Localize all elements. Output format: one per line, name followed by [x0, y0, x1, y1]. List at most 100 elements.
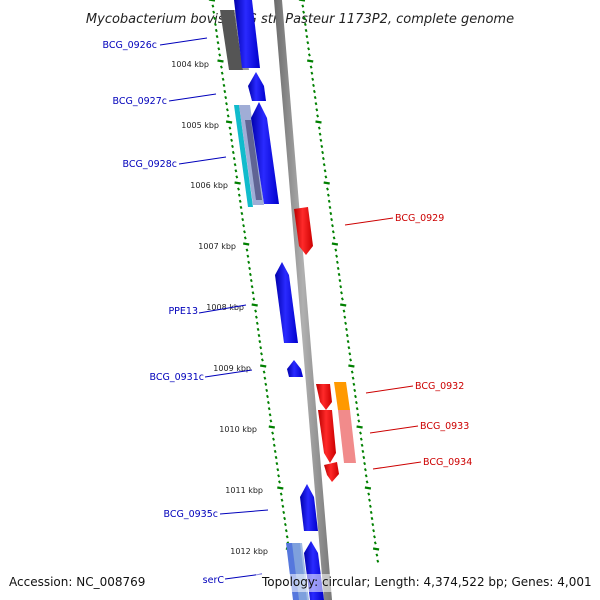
ring-tick	[376, 559, 380, 563]
ring-tick	[229, 132, 233, 136]
ring-tick	[269, 419, 273, 423]
ring-tick	[354, 401, 358, 405]
ring-tick	[321, 157, 325, 161]
gene-arrow-bcg0931c[interactable]	[287, 360, 303, 377]
ring-tick	[266, 401, 270, 405]
genome-backbone	[274, 0, 332, 600]
kbp-label: 1005 kbp	[181, 121, 219, 130]
outer-tick-ring	[298, 0, 380, 563]
ring-tick	[259, 346, 263, 350]
ring-tick	[363, 462, 367, 466]
ring-tick	[306, 41, 310, 45]
ring-tick	[342, 309, 346, 313]
gene-label-bcg0929[interactable]: BCG_0929	[395, 213, 444, 224]
ring-tick	[338, 279, 342, 283]
ring-tick	[274, 455, 278, 460]
ring-tick	[285, 535, 289, 539]
ring-tick	[249, 279, 253, 283]
gene-label-bcg0933[interactable]: BCG_0933	[420, 421, 469, 432]
gene-arrow-ppe13[interactable]	[275, 262, 298, 343]
ring-tick	[231, 150, 235, 155]
gene-arrow-bcg0926c[interactable]	[234, 0, 260, 68]
ring-tick	[323, 169, 327, 173]
ring-tick	[243, 242, 250, 246]
label-leaders	[159, 37, 422, 580]
ring-tick	[234, 169, 238, 173]
gene-label-bcg0927c[interactable]: BCG_0927c	[113, 96, 168, 107]
ring-tick	[373, 541, 377, 545]
gene-label-bcg0934[interactable]: BCG_0934	[423, 457, 472, 468]
gene-label-bcg0926c[interactable]: BCG_0926c	[103, 40, 158, 51]
ring-tick	[239, 205, 243, 209]
kbp-label: 1004 kbp	[171, 60, 209, 69]
gene-label-bcg0931c[interactable]: BCG_0931c	[150, 372, 205, 383]
ring-tick	[250, 285, 254, 289]
gene-arrow-bcg0934[interactable]	[324, 462, 339, 482]
gene-arrow-bcg0933[interactable]	[318, 410, 336, 463]
ring-tick	[364, 486, 372, 490]
ring-tick	[326, 187, 329, 191]
ring-tick	[361, 449, 365, 453]
ring-tick	[254, 309, 258, 313]
ring-tick	[355, 407, 359, 411]
ring-tick	[243, 236, 247, 240]
gene-arrow-bcg0928c[interactable]	[251, 102, 279, 204]
gene-label-serc[interactable]: serC	[203, 575, 225, 586]
ring-tick	[321, 150, 325, 155]
ring-tick	[208, 0, 216, 2]
gene-label-ppe13[interactable]: PPE13	[168, 306, 198, 317]
kbp-labels: 1004 kbp 1005 kbp 1006 kbp 1007 kbp 1008…	[171, 60, 268, 556]
ring-tick	[371, 523, 375, 527]
ring-tick	[237, 187, 240, 191]
ring-tick	[322, 163, 326, 167]
ring-tick	[348, 364, 355, 368]
ring-tick	[225, 120, 233, 124]
ring-tick	[303, 16, 306, 20]
ring-tick	[320, 144, 324, 148]
ring-tick	[298, 0, 306, 2]
ring-tick	[331, 230, 335, 234]
ring-tick	[213, 16, 217, 20]
ring-tick	[220, 71, 224, 75]
gene-arrow-bcg0927c[interactable]	[248, 72, 266, 101]
ring-tick	[339, 285, 343, 289]
ring-tick	[340, 303, 347, 307]
gene-arrow-bcg0929[interactable]	[294, 207, 313, 255]
ring-tick	[284, 529, 288, 533]
ring-tick	[260, 352, 263, 356]
ring-tick	[277, 486, 284, 490]
ring-tick	[372, 547, 380, 551]
ring-tick	[309, 65, 313, 69]
ring-tick	[360, 443, 364, 447]
ring-tick	[242, 224, 246, 228]
map-title: Mycobacterium bovis BCG str. Pasteur 117…	[86, 12, 514, 27]
ring-tick	[262, 370, 266, 374]
ring-tick	[268, 413, 272, 417]
ring-tick	[304, 28, 308, 33]
ring-tick	[279, 492, 283, 496]
ring-tick	[234, 181, 241, 185]
gene-arrow-bcg0932[interactable]	[316, 384, 332, 410]
ring-tick	[240, 211, 244, 216]
gene-label-bcg0932[interactable]: BCG_0932	[415, 381, 464, 392]
ring-tick	[312, 89, 316, 94]
ring-tick	[334, 248, 338, 252]
ring-tick	[344, 321, 348, 325]
gene-arrow-bcg0935c[interactable]	[300, 484, 318, 531]
ring-tick	[237, 193, 241, 197]
footer-backdrop	[256, 574, 596, 592]
ring-tick	[222, 83, 226, 87]
gene-label-bcg0935c[interactable]: BCG_0935c	[164, 509, 219, 520]
ring-tick	[370, 516, 374, 521]
ring-tick	[305, 35, 309, 39]
ring-tick	[230, 138, 234, 142]
ring-tick	[314, 102, 318, 106]
ring-tick	[335, 260, 339, 264]
ring-tick	[267, 407, 271, 411]
ring-tick	[353, 388, 357, 392]
gene-label-bcg0928c[interactable]: BCG_0928c	[123, 159, 178, 170]
ring-tick	[336, 266, 340, 270]
ring-tick	[362, 455, 366, 460]
ring-tick	[243, 230, 246, 234]
